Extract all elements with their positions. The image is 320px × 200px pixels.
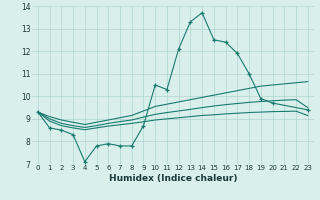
X-axis label: Humidex (Indice chaleur): Humidex (Indice chaleur) bbox=[108, 174, 237, 183]
